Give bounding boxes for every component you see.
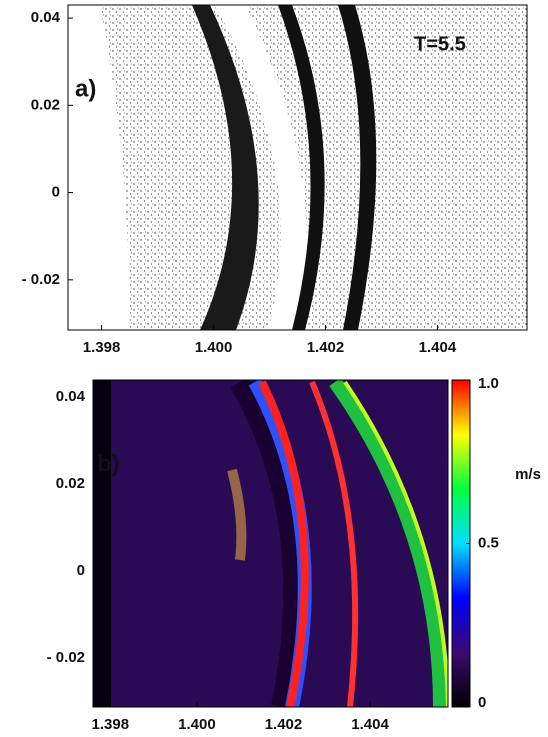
- x-tick-label: 1.398: [83, 339, 121, 356]
- x-tick-label: 1.398: [92, 716, 130, 733]
- x-tick-label: 1.402: [265, 716, 303, 733]
- colorbar-tick-label: 1.0: [478, 375, 499, 392]
- panel-a-texture: [100, 5, 527, 330]
- y-tick-label: 0.02: [56, 475, 85, 492]
- annotation: T=5.5: [414, 33, 466, 55]
- colorbar-tick-label: 0: [478, 694, 486, 711]
- y-tick-label: - 0.02: [47, 649, 85, 666]
- y-tick-label: 0.02: [31, 96, 60, 113]
- x-tick-label: 1.402: [307, 339, 345, 356]
- panel-label: a): [75, 75, 96, 102]
- panel-label: b): [97, 450, 120, 477]
- x-tick-label: 1.400: [195, 339, 233, 356]
- y-tick-label: 0: [77, 562, 85, 579]
- colorbar-label: m/s: [515, 466, 541, 483]
- x-tick-label: 1.404: [351, 716, 389, 733]
- plot-frame: [67, 4, 528, 331]
- y-tick-label: 0.04: [31, 9, 61, 26]
- panel-b-texture: [93, 380, 448, 707]
- y-tick-label: 0.04: [56, 388, 86, 405]
- y-tick-label: 0: [52, 184, 60, 201]
- y-tick-label: - 0.02: [22, 271, 60, 288]
- x-tick-label: 1.400: [178, 716, 216, 733]
- colorbar-tick-label: 0.5: [478, 534, 499, 551]
- plot-frame: [92, 379, 449, 708]
- x-tick-label: 1.404: [419, 339, 457, 356]
